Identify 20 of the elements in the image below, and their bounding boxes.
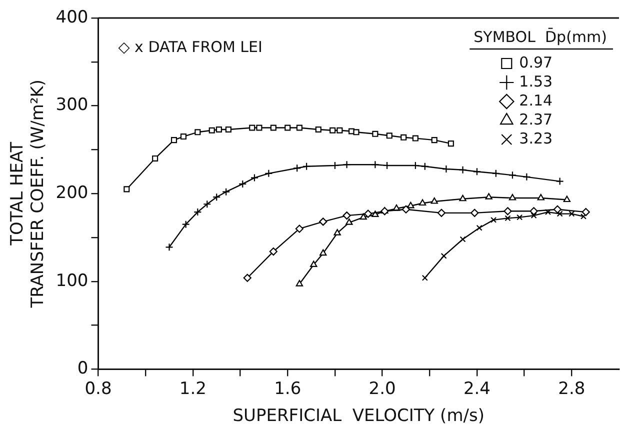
x-tick-label: 0.8	[84, 378, 112, 399]
legend-label: 0.97	[519, 53, 553, 72]
x-tick-label: 2.4	[463, 378, 490, 399]
legend-label: 2.14	[519, 91, 553, 110]
y-tick-label: 400	[56, 7, 88, 28]
legend-label: 2.37	[519, 110, 553, 128]
x-tick-label: 2.0	[368, 378, 396, 399]
x-axis-title: SUPERFICIAL VELOCITY (m/s)	[232, 406, 484, 426]
legend-title: SYMBOL D̄p(mm)	[474, 27, 608, 46]
y-tick-label: 200	[56, 183, 88, 204]
x-tick-label: 1.2	[179, 378, 206, 399]
x-tick-label: 1.6	[274, 378, 302, 399]
legend-label: 3.23	[519, 129, 553, 148]
y-tick-label: 100	[56, 270, 88, 291]
annotation: ◇ x DATA FROM LEI	[118, 38, 262, 56]
x-tick-label: 2.8	[558, 378, 586, 399]
legend-label: 1.53	[519, 72, 553, 90]
y-axis-title: TOTAL HEAT TRANSFER COEFF. (W/m²K)	[8, 79, 48, 309]
y-tick-label: 0	[77, 358, 88, 379]
y-tick-label: 300	[56, 95, 88, 116]
